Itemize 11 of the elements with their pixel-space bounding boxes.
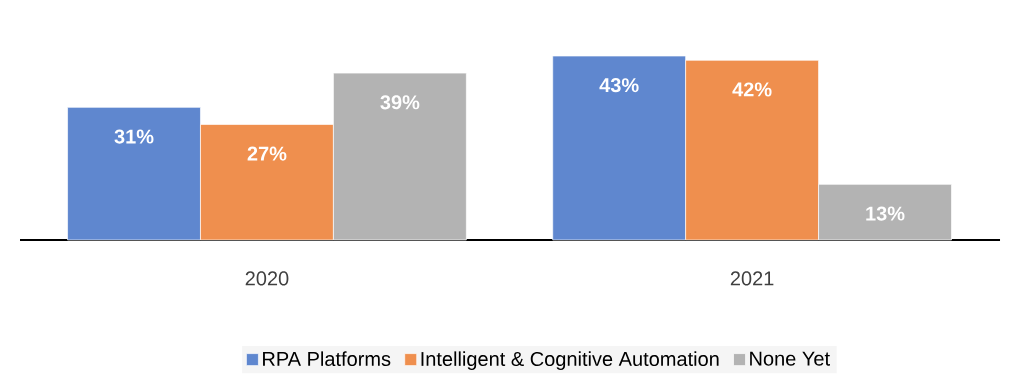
data-label: 27% — [247, 146, 287, 161]
x-tick-label: 2021 — [730, 271, 774, 286]
x-tick-label: 2020 — [245, 271, 289, 286]
legend-label: Intelligent & Cognitive Automation — [421, 351, 719, 370]
data-label: 31% — [114, 129, 154, 144]
data-label: 13% — [866, 206, 905, 221]
data-label: 43% — [599, 78, 639, 93]
data-label: 39% — [380, 95, 420, 110]
data-label: 42% — [732, 82, 772, 97]
legend-label: RPA Platforms — [263, 351, 391, 367]
legend-label: None Yet — [750, 351, 830, 366]
